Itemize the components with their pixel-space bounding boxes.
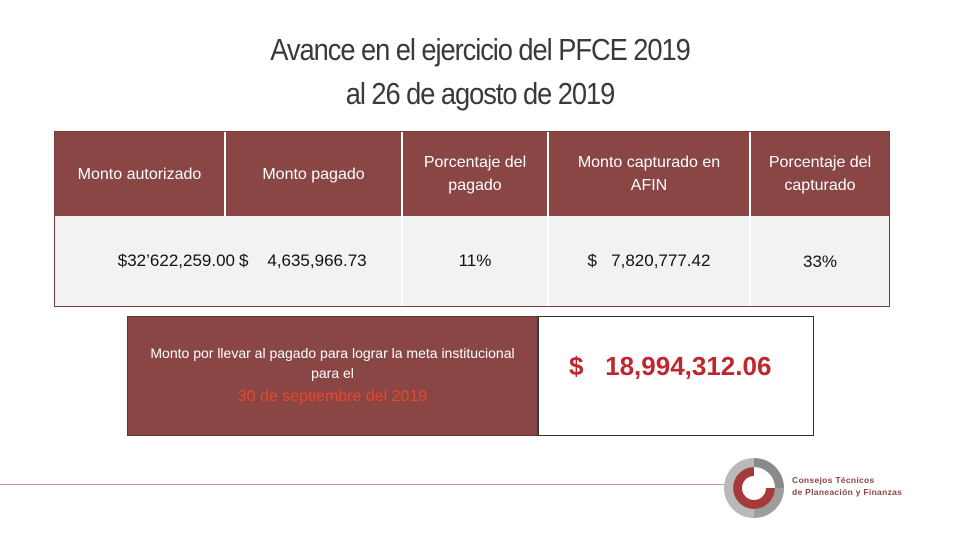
page-title: Avance en el ejercicio del PFCE 2019 al … [0,28,960,116]
logo-line-2: de Planeación y Finanzas [792,487,903,497]
value-monto-autorizado-text: $32’622,259.00 [117,251,235,270]
header-porcentaje-capturado: Porcentaje del capturado [751,132,889,216]
header-porcentaje-pagado: Porcentaje del pagado [403,132,549,216]
title-line-1: Avance en el ejercicio del PFCE 2019 [270,32,690,67]
logo-icon [724,458,784,518]
footer-divider [0,484,742,485]
header-monto-capturado: Monto capturado en AFIN [549,132,751,216]
budget-table: Monto autorizado Monto pagado Porcentaje… [54,131,890,307]
value-monto-pagado: $ 4,635,966.73 [239,216,403,306]
remaining-amount-box: $ 18,994,312.06 [538,316,814,436]
meta-text: Monto por llevar al pagado para lograr l… [150,345,515,381]
value-porcentaje-pagado: 11% [403,216,549,306]
meta-date: 30 de septiembre del 2019 [237,388,428,405]
logo-text: Consejos Técnicos de Planeación y Finanz… [792,474,902,498]
header-monto-autorizado: Monto autorizado [55,132,226,216]
title-line-2: al 26 de agosto de 2019 [345,76,616,111]
header-monto-pagado: Monto pagado [226,132,403,216]
value-monto-pagado-text: $ 4,635,966.73 [239,251,367,270]
logo-line-1: Consejos Técnicos [792,475,875,485]
value-monto-capturado-text: $ 7,820,777.42 [587,251,711,270]
value-porcentaje-capturado: 33% [751,216,889,306]
remaining-amount: $ 18,994,312.06 [569,351,772,381]
meta-box: Monto por llevar al pagado para lograr l… [127,316,538,436]
value-monto-capturado: $ 7,820,777.42 [549,216,751,306]
value-monto-autorizado: $32’622,259.00 [55,216,239,306]
